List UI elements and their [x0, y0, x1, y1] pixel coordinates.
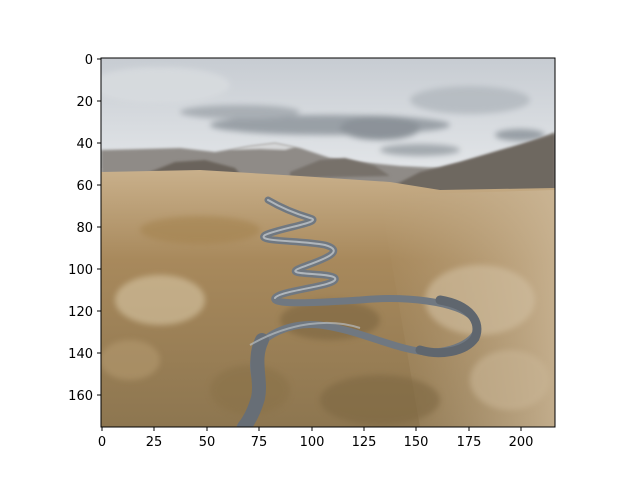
- x-axis: 0 25 50 75 100 125 150 175: [98, 427, 534, 450]
- clouds: [101, 67, 545, 156]
- x-tick-label: 100: [300, 435, 325, 450]
- y-tick-label: 0: [85, 53, 93, 68]
- x-tick-label: 200: [509, 435, 534, 450]
- x-tick: 175: [457, 427, 482, 450]
- landscape-photo: [101, 58, 555, 427]
- right-ridge: [385, 134, 555, 200]
- y-tick: 140: [68, 347, 101, 362]
- x-tick: 125: [352, 427, 377, 450]
- y-tick: 60: [76, 179, 101, 194]
- x-tick: 100: [300, 427, 325, 450]
- x-tick: 75: [251, 427, 268, 450]
- y-tick: 100: [68, 263, 101, 278]
- snow-peaks: [230, 143, 295, 150]
- y-tick: 160: [68, 389, 101, 404]
- x-tick-label: 125: [352, 435, 377, 450]
- river-lower: [237, 333, 269, 427]
- x-tick-label: 175: [457, 435, 482, 450]
- y-tick-label: 160: [68, 389, 93, 404]
- y-tick: 40: [76, 137, 101, 152]
- x-tick-label: 50: [199, 435, 216, 450]
- x-tick: 150: [404, 427, 429, 450]
- x-tick: 200: [509, 427, 534, 450]
- y-tick: 0: [85, 53, 101, 68]
- y-tick-label: 40: [76, 137, 93, 152]
- x-tick: 25: [146, 427, 163, 450]
- y-tick-label: 140: [68, 347, 93, 362]
- y-tick-label: 100: [68, 263, 93, 278]
- river-wide-bend: [415, 295, 482, 358]
- x-tick: 0: [98, 427, 106, 450]
- y-tick-label: 80: [76, 221, 93, 236]
- river-reflection: [249, 321, 361, 346]
- y-tick: 20: [76, 95, 101, 110]
- x-tick-label: 25: [146, 435, 163, 450]
- center-hill: [290, 158, 390, 178]
- y-tick-label: 60: [76, 179, 93, 194]
- x-tick: 50: [199, 427, 216, 450]
- x-tick-label: 150: [404, 435, 429, 450]
- y-tick: 80: [76, 221, 101, 236]
- river-highlight: [262, 199, 337, 299]
- axes-frame: [100, 57, 556, 428]
- y-tick-label: 120: [68, 305, 93, 320]
- x-tick-label: 75: [251, 435, 268, 450]
- y-tick-label: 20: [76, 95, 93, 110]
- y-tick: 120: [68, 305, 101, 320]
- x-tick-label: 0: [98, 435, 106, 450]
- y-axis: 0 20 40 60 80 100 120 140: [68, 53, 101, 404]
